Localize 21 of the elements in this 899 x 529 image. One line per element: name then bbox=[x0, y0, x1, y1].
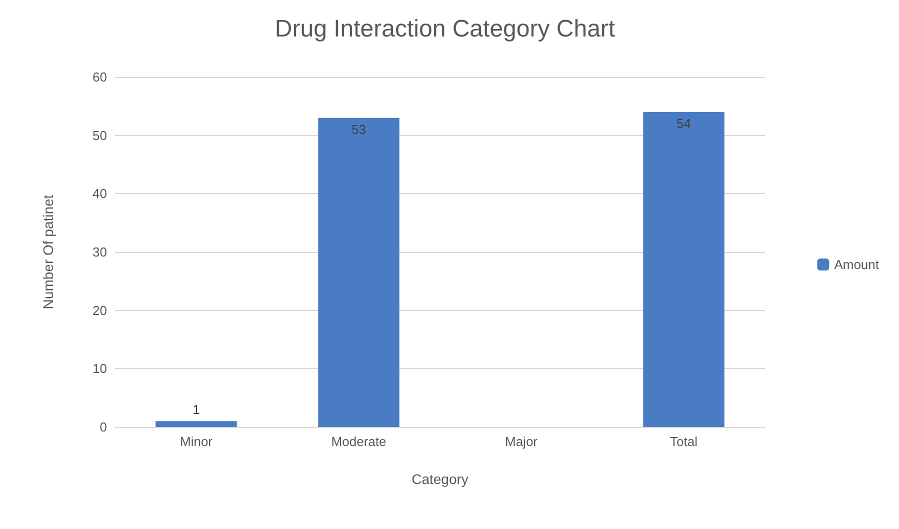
y-axis-title: Number Of patinet bbox=[40, 194, 56, 310]
bar bbox=[643, 112, 724, 427]
y-tick-label: 60 bbox=[92, 70, 107, 84]
y-tick-label: 10 bbox=[92, 361, 107, 376]
x-tick-label: Major bbox=[504, 434, 538, 449]
chart-title: Drug Interaction Category Chart bbox=[274, 16, 616, 42]
x-tick-label: Minor bbox=[180, 434, 214, 449]
y-tick-label: 40 bbox=[92, 186, 107, 202]
legend-label: Amount bbox=[834, 257, 880, 272]
x-tick-label: Moderate bbox=[331, 434, 386, 449]
bar bbox=[318, 118, 400, 427]
y-tick-label: 20 bbox=[92, 302, 107, 318]
y-tick-label: 50 bbox=[92, 128, 107, 143]
data-label: 54 bbox=[676, 116, 691, 131]
data-label: 53 bbox=[352, 122, 366, 137]
x-tick-label: Total bbox=[670, 434, 698, 449]
bar bbox=[156, 421, 237, 427]
y-tick-label: 0 bbox=[100, 420, 107, 434]
data-label: 1 bbox=[192, 402, 200, 418]
x-axis-title: Category bbox=[412, 471, 468, 487]
y-tick-label: 30 bbox=[92, 244, 107, 260]
